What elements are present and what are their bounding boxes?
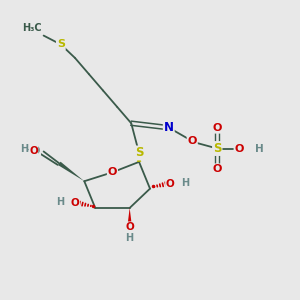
Polygon shape	[137, 153, 141, 162]
Text: H: H	[255, 143, 264, 154]
Polygon shape	[58, 162, 84, 181]
Text: H: H	[20, 144, 28, 154]
Text: H: H	[126, 233, 134, 243]
Polygon shape	[128, 208, 132, 226]
Text: O: O	[213, 164, 222, 174]
Text: O: O	[213, 123, 222, 133]
Text: H: H	[56, 197, 64, 207]
Text: S: S	[57, 40, 65, 50]
Text: H₃C: H₃C	[22, 22, 42, 33]
Text: O: O	[108, 167, 117, 177]
Text: O: O	[70, 199, 79, 208]
Text: HO: HO	[24, 146, 40, 157]
Text: H: H	[181, 178, 189, 188]
Text: O: O	[235, 143, 244, 154]
Text: O: O	[166, 179, 175, 189]
Text: N: N	[164, 121, 174, 134]
Text: O: O	[188, 136, 197, 146]
Text: O: O	[125, 222, 134, 232]
Text: S: S	[213, 142, 221, 155]
Text: S: S	[135, 146, 143, 160]
Text: O: O	[29, 146, 38, 156]
